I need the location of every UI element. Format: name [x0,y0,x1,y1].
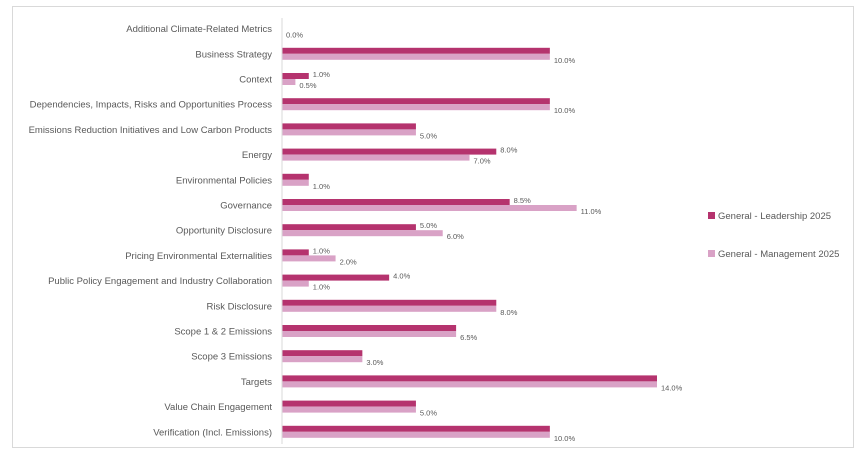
data-label: 1.0% [313,246,330,255]
bar [282,154,470,161]
bar [282,299,497,306]
data-label: 14.0% [661,383,683,392]
bar [282,400,416,407]
data-label: 1.0% [313,283,330,292]
data-label: 3.0% [366,358,383,367]
legend-label: General - Management 2025 [718,249,839,260]
bar [282,199,510,205]
bar [282,148,497,155]
bar [282,356,363,363]
bar [282,173,309,180]
data-label: 6.0% [447,232,464,241]
data-label: 8.5% [514,196,531,205]
category-labels: Additional Climate-Related Metrics Busine… [29,24,273,438]
category-label: Verification (Incl. Emissions) [153,427,272,438]
data-label: 7.0% [474,157,491,166]
bar [282,230,443,237]
bar [282,224,416,231]
category-label: Context [239,75,272,86]
category-label: Targets [241,377,272,388]
category-label: Public Policy Engagement and Industry Co… [48,276,272,287]
bar [282,325,457,331]
bar [282,381,657,388]
category-label: Scope 3 Emissions [191,352,272,363]
bar [282,129,416,136]
bar [282,205,577,211]
bar [282,73,309,79]
data-label: 10.0% [554,56,576,65]
data-label: 0.5% [299,81,316,90]
category-label: Governance [220,201,272,212]
category-label: Business Strategy [195,49,272,60]
data-label: 0.0% [286,31,303,40]
value-labels: 0.0% 10.0% 1.0% 0.5% 10.0% 5.0% 8.0% 7.0% 1.0% 8.… [286,31,683,443]
legend-swatch [708,250,715,257]
data-label: 1.0% [313,70,330,79]
bar [282,179,309,186]
bar [282,280,309,287]
data-label: 5.0% [420,221,437,230]
data-label: 5.0% [420,131,437,140]
bar [282,350,363,357]
category-label: Risk Disclosure [207,301,272,312]
bar [282,104,550,111]
category-label: Energy [242,150,272,161]
category-label: Emissions Reduction Initiatives and Low … [29,125,273,136]
bar [282,53,550,60]
data-label: 5.0% [420,409,437,418]
chart-frame [12,6,854,448]
data-label: 4.0% [393,272,410,281]
legend: General - Leadership 2025 General - Manag… [708,211,839,260]
data-label: 10.0% [554,106,576,115]
category-label: Additional Climate-Related Metrics [126,24,272,35]
legend-label: General - Leadership 2025 [718,211,831,222]
category-label: Environmental Policies [176,175,272,186]
data-label: 2.0% [340,257,357,266]
bar [282,331,457,337]
category-label: Opportunity Disclosure [176,226,272,237]
data-label: 6.5% [460,333,477,342]
legend-swatch [708,212,715,219]
bar [282,431,550,438]
bar [282,123,416,130]
category-label: Dependencies, Impacts, Risks and Opportu… [30,100,273,111]
bar [282,305,497,312]
bar [282,406,416,413]
data-label: 1.0% [313,182,330,191]
data-label: 11.0% [581,207,602,216]
data-label: 8.0% [500,308,517,317]
category-label: Value Chain Engagement [164,402,272,413]
category-label: Pricing Environmental Externalities [125,251,272,262]
bars [282,47,657,438]
data-label: 10.0% [554,434,576,443]
bar [282,79,296,85]
bar [282,98,550,105]
bar [282,375,657,382]
bar [282,47,550,54]
bar [282,255,336,262]
category-label: Scope 1 & 2 Emissions [174,327,272,338]
bar [282,274,390,281]
bar [282,249,309,256]
data-label: 8.0% [500,146,517,155]
bar [282,425,550,432]
